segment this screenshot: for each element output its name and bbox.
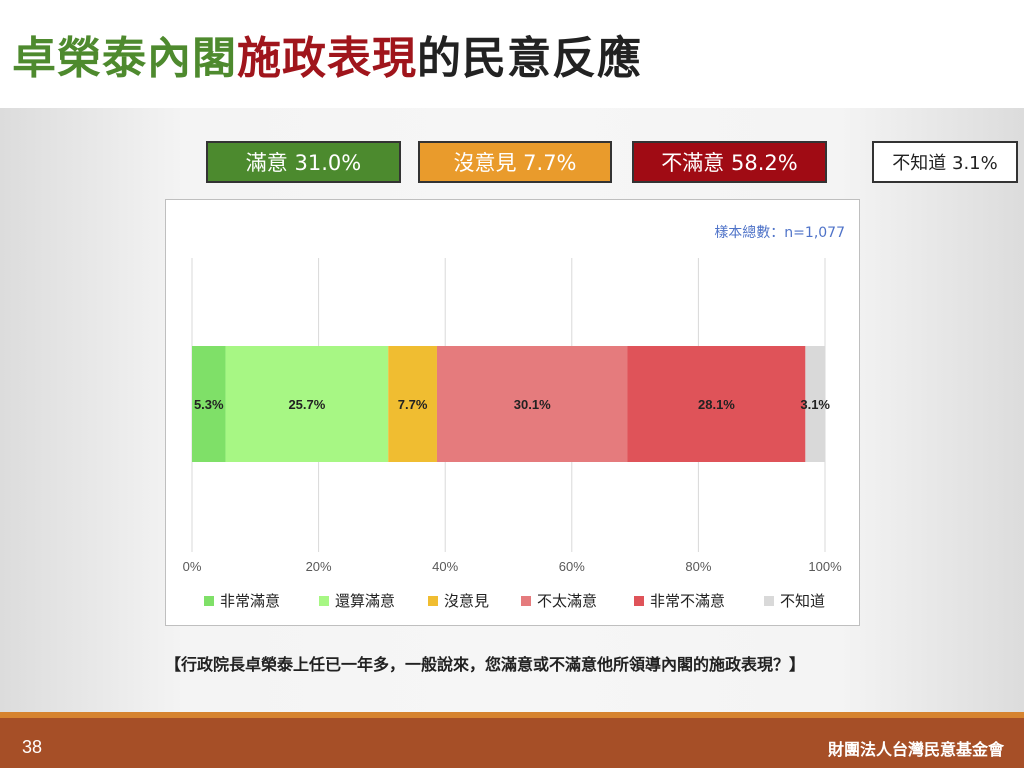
- legend-swatch: [764, 596, 774, 606]
- legend-swatch: [319, 596, 329, 606]
- x-tick-label: 60%: [559, 559, 585, 574]
- title-part-rest: 的民意反應: [417, 33, 642, 84]
- bar-segment: [192, 346, 226, 462]
- data-label: 28.1%: [698, 397, 735, 412]
- page-number: 38: [22, 737, 43, 757]
- bar-segment: [388, 346, 437, 462]
- organization-name: 財團法人台灣民意基金會: [827, 740, 1004, 759]
- x-tick-label: 80%: [685, 559, 711, 574]
- stacked-bar-chart: 0% 20% 40% 60% 80% 100% 5.3% 25.7% 7.7% 30.1% 28.1…: [183, 258, 842, 610]
- x-tick-label: 40%: [432, 559, 458, 574]
- legend-swatch: [428, 596, 438, 606]
- bar-segment: [627, 346, 806, 462]
- data-label: 5.3%: [194, 397, 224, 412]
- chart-panel: 樣本總數：n=1,077 0% 20% 40% 60% 80% 100% 5.3% 25.7%…: [165, 199, 860, 626]
- legend-swatch: [521, 596, 531, 606]
- bar-segment: [805, 346, 825, 462]
- survey-question: 【行政院長卓榮泰上任已一年多，一般說來，您滿意或不滿意他所領導內閣的施政表現？】: [165, 655, 806, 674]
- data-label: 3.1%: [800, 397, 830, 412]
- legend-swatch: [634, 596, 644, 606]
- data-label: 25.7%: [288, 397, 325, 412]
- x-tick-label: 20%: [306, 559, 332, 574]
- title-part-name: 卓榮泰內閣: [12, 33, 237, 84]
- x-tick-label: 0%: [183, 559, 202, 574]
- legend-label: 不知道: [780, 592, 825, 610]
- legend-label: 不太滿意: [537, 592, 597, 610]
- legend-label: 非常不滿意: [650, 592, 725, 610]
- legend-label: 非常滿意: [220, 592, 280, 610]
- summary-dissatisfied: 不滿意 58.2%: [632, 141, 827, 183]
- x-tick-label: 100%: [808, 559, 842, 574]
- bar-segment: [225, 346, 389, 462]
- summary-no-opinion: 沒意見 7.7%: [418, 141, 612, 183]
- page-title: 卓榮泰內閣施政表現的民意反應: [12, 22, 642, 86]
- title-part-highlight: 施政表現: [237, 33, 417, 84]
- data-label: 30.1%: [514, 397, 551, 412]
- sample-size-label: 樣本總數：n=1,077: [714, 225, 845, 241]
- legend-swatch: [204, 596, 214, 606]
- legend-label: 沒意見: [444, 592, 489, 610]
- data-label: 7.7%: [398, 397, 428, 412]
- footer-bar: 38 財團法人台灣民意基金會: [0, 712, 1024, 768]
- summary-dont-know: 不知道 3.1%: [872, 141, 1018, 183]
- bar-segment: [436, 346, 628, 462]
- summary-satisfied: 滿意 31.0%: [206, 141, 401, 183]
- legend-label: 還算滿意: [335, 592, 395, 610]
- title-bar: 卓榮泰內閣施政表現的民意反應: [0, 0, 1024, 108]
